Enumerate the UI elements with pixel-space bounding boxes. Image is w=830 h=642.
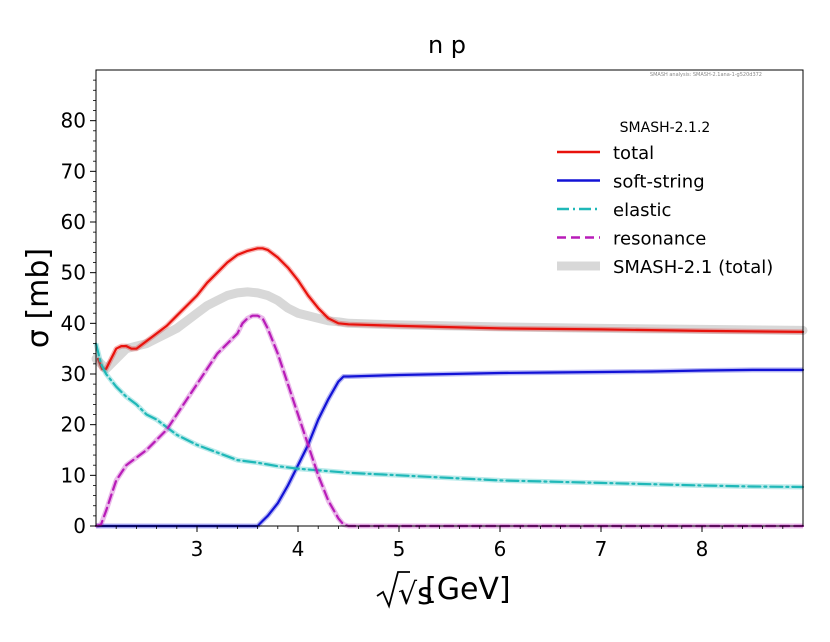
x-tick-label: 8 bbox=[696, 537, 709, 561]
x-tick-label: 5 bbox=[393, 537, 406, 561]
legend-label-total: total bbox=[613, 143, 654, 164]
series-line-soft-string bbox=[94, 368, 805, 528]
legend-label-elastic: elastic bbox=[613, 200, 671, 221]
x-tick-label: 3 bbox=[191, 537, 204, 561]
sqrt-radical-icon bbox=[376, 571, 410, 609]
x-tick-label: 4 bbox=[292, 537, 305, 561]
legend-label-smash-2-1-total: SMASH-2.1 (total) bbox=[613, 257, 773, 278]
x-axis-label: √s [GeV] bbox=[376, 571, 511, 612]
y-tick-label: 30 bbox=[61, 362, 86, 386]
series-band-elastic bbox=[93, 343, 804, 490]
watermark-text: SMASH analysis: SMASH-2.1ana-1-g520d372 bbox=[650, 72, 762, 78]
legend-title: SMASH-2.1.2 bbox=[620, 120, 711, 136]
y-tick-label: 60 bbox=[61, 210, 86, 234]
plot-frame bbox=[95, 69, 804, 527]
y-tick-label: 80 bbox=[61, 109, 86, 133]
series-line-elastic bbox=[94, 342, 805, 489]
legend-label-soft-string: soft-string bbox=[613, 172, 705, 193]
series-band-resonance bbox=[95, 313, 803, 529]
y-axis-label: σ [mb] bbox=[21, 248, 56, 348]
y-tick-label: 70 bbox=[61, 159, 86, 183]
series-layer bbox=[91, 245, 808, 529]
legend-label-resonance: resonance bbox=[613, 229, 706, 250]
x-axis-label-root: √s bbox=[398, 577, 433, 612]
legend: SMASH-2.1.2 total soft-string elastic reson… bbox=[557, 120, 773, 278]
series-line-total bbox=[96, 247, 805, 370]
y-tick-label: 50 bbox=[61, 261, 86, 285]
x-tick-label: 6 bbox=[494, 537, 507, 561]
y-tick-label: 0 bbox=[73, 514, 86, 538]
x-tick-label: 7 bbox=[595, 537, 608, 561]
y-tick-label: 20 bbox=[61, 413, 86, 437]
chart-title: n p bbox=[428, 31, 466, 59]
y-tick-label: 10 bbox=[61, 463, 86, 487]
x-axis-label-unit: [GeV] bbox=[425, 572, 511, 607]
y-tick-label: 40 bbox=[61, 311, 86, 335]
series-line-resonance bbox=[94, 314, 805, 528]
